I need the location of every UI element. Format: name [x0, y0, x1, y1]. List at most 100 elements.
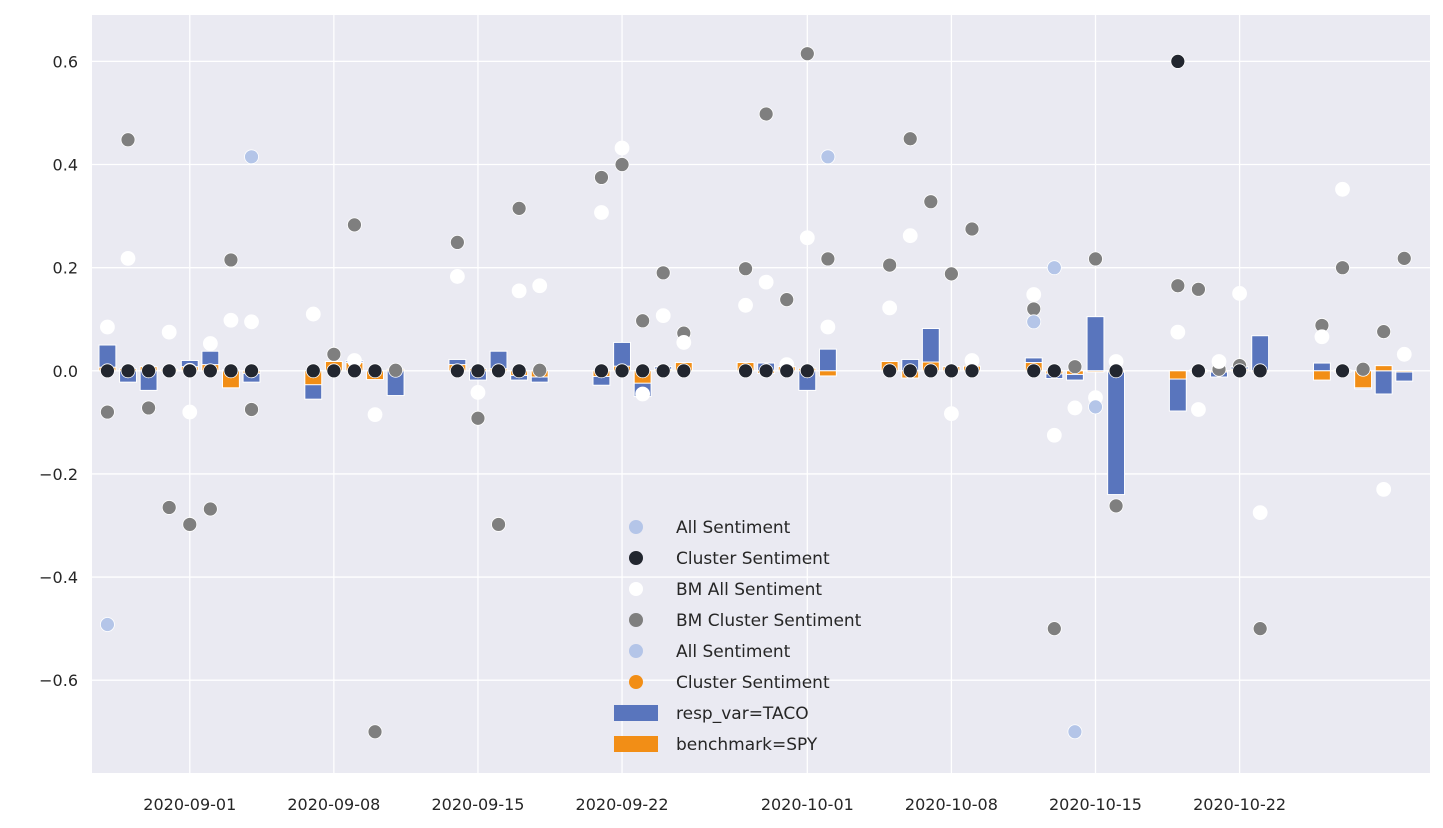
bm-cluster-sentiment-point — [532, 362, 548, 378]
cluster-sentiment-point — [1108, 363, 1124, 379]
bm-cluster-sentiment-point — [635, 313, 651, 329]
legend-marker — [629, 551, 643, 565]
spy-bar — [1312, 370, 1331, 381]
legend-marker — [629, 582, 643, 596]
all-sentiment-point — [100, 617, 115, 632]
bm-cluster-sentiment-point — [964, 221, 980, 237]
bm-all-sentiment-point — [1191, 402, 1206, 417]
bm-cluster-sentiment-point — [202, 501, 218, 517]
bm-all-sentiment-point — [182, 404, 198, 420]
legend-marker — [629, 644, 643, 658]
cluster-sentiment-point — [635, 363, 651, 379]
bm-all-sentiment-point — [944, 406, 959, 421]
bm-cluster-sentiment-point — [594, 170, 609, 185]
cluster-sentiment-point — [923, 363, 939, 379]
y-tick-label: 0.6 — [53, 52, 78, 71]
bm-cluster-sentiment-point — [511, 200, 527, 216]
bm-cluster-sentiment-point — [758, 106, 774, 122]
cluster-sentiment-point — [1191, 363, 1206, 379]
x-tick-label: 2020-09-08 — [287, 795, 380, 814]
bm-cluster-sentiment-point — [120, 132, 136, 148]
cluster-sentiment-point — [244, 363, 259, 379]
cluster-sentiment-point — [202, 363, 218, 379]
bm-cluster-sentiment-point — [388, 362, 404, 378]
bm-cluster-sentiment-point — [1046, 621, 1062, 637]
bm-all-sentiment-point — [882, 300, 898, 316]
bm-all-sentiment-point — [1170, 324, 1186, 340]
bm-cluster-sentiment-point — [1026, 301, 1042, 317]
bm-all-sentiment-point — [758, 274, 774, 290]
bm-cluster-sentiment-point — [1108, 498, 1124, 514]
cluster-sentiment-point — [1232, 363, 1247, 379]
points — [100, 46, 1412, 740]
taco-bar — [1374, 370, 1393, 395]
all-sentiment-point — [1026, 314, 1042, 330]
legend-marker — [629, 520, 643, 534]
cluster-sentiment-point — [738, 363, 753, 379]
bm-all-sentiment-point — [1335, 181, 1350, 197]
legend-label: Cluster Sentiment — [676, 673, 830, 693]
bm-all-sentiment-point — [1396, 346, 1412, 362]
cluster-sentiment-point — [470, 363, 486, 379]
bm-all-sentiment-point — [1211, 354, 1227, 369]
legend-swatch — [614, 736, 658, 752]
bm-cluster-sentiment-point — [470, 410, 486, 426]
cluster-sentiment-point — [655, 363, 671, 379]
bm-all-sentiment-point — [100, 319, 115, 335]
axis-tick-labels: −0.6 −0.4 −0.2 0.0 0.2 0.4 0.6 2020-09-01 2020-0… — [39, 52, 1286, 814]
bm-cluster-sentiment-point — [944, 266, 959, 282]
bm-all-sentiment-point — [676, 335, 692, 350]
cluster-sentiment-point — [614, 363, 630, 379]
bm-all-sentiment-point — [223, 312, 239, 328]
bm-all-sentiment-point — [655, 308, 671, 324]
cluster-sentiment-point — [964, 363, 980, 379]
bm-cluster-sentiment-point — [799, 46, 815, 62]
bm-all-sentiment-point — [820, 319, 836, 335]
bm-all-sentiment-point — [120, 250, 136, 266]
all-sentiment-point — [820, 149, 836, 165]
all-sentiment-point — [244, 149, 259, 165]
bm-all-sentiment-point — [449, 269, 465, 284]
legend-swatch — [614, 705, 658, 721]
legend-marker — [629, 675, 643, 689]
y-tick-label: 0.4 — [53, 156, 78, 175]
bm-cluster-sentiment-point — [820, 251, 836, 267]
x-tick-label: 2020-10-08 — [905, 795, 998, 814]
bm-cluster-sentiment-point — [1170, 278, 1186, 294]
bm-cluster-sentiment-point — [1376, 324, 1392, 340]
bm-cluster-sentiment-point — [1252, 621, 1268, 637]
legend-label: Cluster Sentiment — [676, 549, 830, 569]
bm-cluster-sentiment-point — [902, 131, 918, 147]
bm-all-sentiment-point — [244, 314, 259, 330]
cluster-sentiment-point — [594, 363, 609, 379]
cluster-sentiment-point — [882, 363, 898, 379]
y-tick-label: −0.4 — [39, 568, 78, 587]
taco-bar — [1312, 362, 1331, 372]
legend-label: BM All Sentiment — [676, 580, 822, 600]
taco-bar — [818, 348, 837, 372]
cluster-sentiment-point — [1026, 363, 1042, 379]
cluster-sentiment-point — [676, 363, 692, 379]
bm-all-sentiment-point — [594, 205, 609, 220]
bm-cluster-sentiment-point — [347, 217, 362, 233]
bm-all-sentiment-point — [1376, 481, 1392, 497]
cluster-sentiment-point — [120, 363, 136, 379]
legend-label: benchmark=SPY — [676, 735, 818, 755]
legend-label: All Sentiment — [676, 642, 791, 662]
spy-bar — [1374, 365, 1393, 372]
cluster-sentiment-point — [779, 363, 795, 379]
cluster-sentiment-point — [944, 363, 959, 379]
bm-all-sentiment-point — [738, 297, 753, 313]
cluster-sentiment-point — [902, 363, 918, 379]
legend-label: BM Cluster Sentiment — [676, 611, 862, 631]
spy-bar — [1086, 370, 1105, 373]
cluster-sentiment-point — [182, 363, 198, 379]
cluster-sentiment-point — [1252, 363, 1268, 379]
bm-all-sentiment-point — [635, 386, 651, 402]
bm-cluster-sentiment-point — [738, 261, 753, 277]
bm-all-sentiment-point — [1232, 286, 1247, 301]
y-tick-label: −0.2 — [39, 465, 78, 484]
bm-all-sentiment-point — [799, 230, 815, 246]
cluster-sentiment-point — [367, 363, 383, 379]
